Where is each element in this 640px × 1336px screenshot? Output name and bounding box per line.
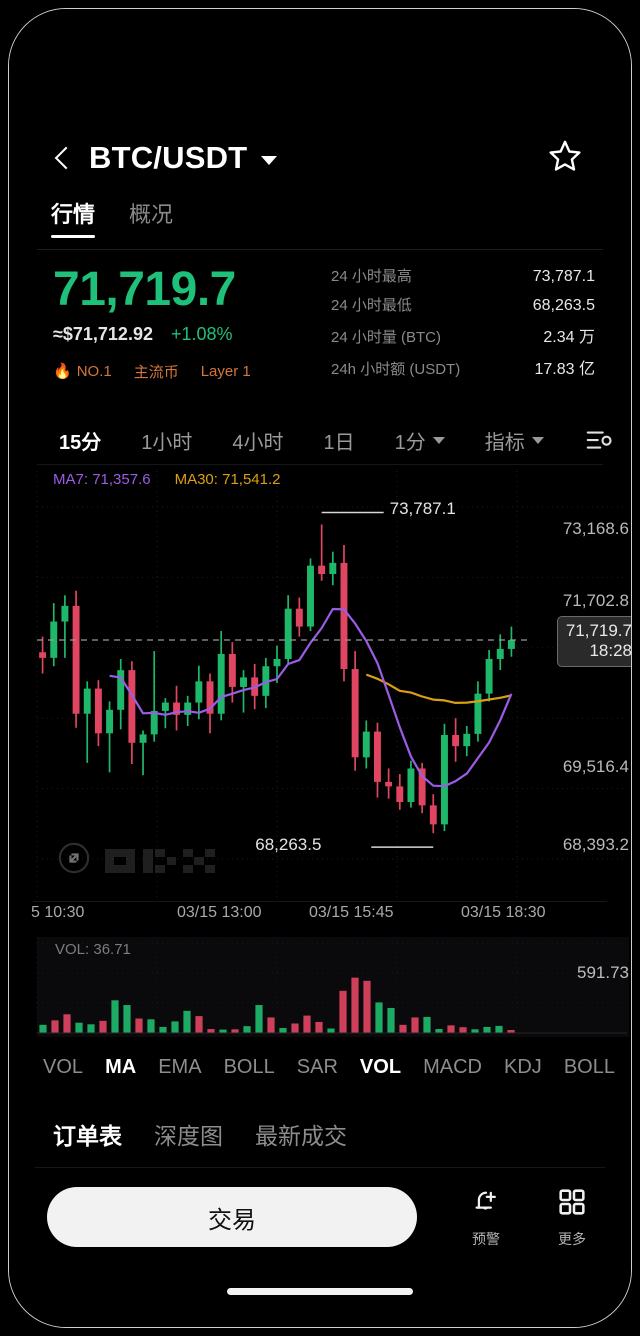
x-axis-label: 03/15 18:30 [461,904,546,921]
bell-plus-icon [469,1185,503,1224]
stat-label: 24 小时最高 [331,268,412,285]
stat-row: 24 小时最高 73,787.1 [331,265,595,286]
stat-label: 24 小时量 (BTC) [331,329,442,346]
change-percent: +1.08% [170,323,233,344]
indicator-ma[interactable]: MA [105,1055,137,1078]
price-sub-row: ≈$71,712.92 +1.08% [53,324,343,345]
current-price-badge: 71,719.7 18:28 [556,616,632,668]
more-label: 更多 [558,1231,586,1247]
home-indicator [227,1288,413,1295]
indicator-boll-2[interactable]: BOLL [563,1055,615,1078]
tab-market[interactable]: 行情 [51,197,96,238]
stat-label: 24h 小时额 (USDT) [331,361,461,378]
action-bar: 交易 预警 更多 [9,1177,631,1257]
okx-logo [105,844,223,878]
stat-value: 73,787.1 [532,268,595,285]
star-icon[interactable] [547,138,583,179]
volume-max-label: 591.73 [577,963,629,982]
tag-layer1[interactable]: Layer 1 [200,362,251,380]
header-divider [37,249,603,250]
bottom-tab-bar: 订单表 深度图 最新成交 [53,1117,347,1151]
price-chart[interactable]: MA7: 71,357.6 MA30: 71,541.2 73,168.6 71… [9,467,632,897]
candlestick-canvas [36,471,627,897]
tag-row: 🔥 NO.1 主流币 Layer 1 [53,361,343,382]
indicator-sar[interactable]: SAR [296,1055,338,1078]
app-header: BTC/USDT [9,127,631,189]
last-price: 71,719.7 [53,263,236,316]
x-axis-divider [33,901,607,902]
x-axis: 5 10:30 03/15 13:00 03/15 15:45 03/15 18… [9,904,631,930]
toolbar-divider [37,464,603,465]
alert-label: 预警 [472,1231,500,1247]
indicator-ema[interactable]: EMA [158,1055,202,1078]
indicator-vol-top[interactable]: VOL [43,1055,84,1078]
usd-price: ≈$71,712.92 [53,323,153,344]
chart-settings-icon[interactable] [584,425,614,455]
alert-button[interactable]: 预警 [469,1185,503,1249]
indicator-boll[interactable]: BOLL [223,1055,275,1078]
stat-row: 24h 小时额 (USDT) 17.83 亿 [331,355,595,379]
page-title: BTC/USDT [89,140,248,175]
more-button[interactable]: 更多 [555,1185,589,1249]
tab-depth-chart[interactable]: 深度图 [154,1123,223,1149]
chevron-down-icon [432,436,445,444]
timeframe-15m[interactable]: 15分 [59,431,102,454]
chevron-down-icon[interactable] [261,156,278,165]
timeframe-1d[interactable]: 1日 [323,431,355,454]
stat-value: 17.83 亿 [534,361,596,378]
volume-chart[interactable]: VOL: 36.71 591.73 [9,937,631,1041]
timeframe-bar: 15分 1小时 4小时 1日 1分 指标 [9,417,631,463]
x-axis-label: 03/15 13:00 [177,904,262,921]
x-axis-label: 03/15 15:45 [309,904,394,921]
low-marker-label: 68,263.5 [255,835,322,855]
timeframe-more-dropdown[interactable]: 1分 [395,426,445,455]
chevron-down-icon [531,436,544,444]
ma7-value: 71,357.6 [92,471,151,488]
timeframe-4h[interactable]: 4小时 [232,431,284,454]
chart-watermark [57,841,223,880]
high-marker-label: 73,787.1 [389,499,456,519]
stat-row: 24 小时量 (BTC) 2.34 万 [331,323,595,347]
grid-icon [555,1185,589,1224]
ma30-name: MA30 [174,471,214,488]
stat-row: 24 小时最低 68,263.5 [331,294,595,315]
volume-legend: VOL: 36.71 [55,941,131,958]
tag-rank[interactable]: 🔥 NO.1 [53,362,112,381]
indicator-vol[interactable]: VOL [359,1055,402,1078]
tab-recent-trades[interactable]: 最新成交 [255,1123,347,1149]
phone-frame: BTC/USDT 行情 概况 71,719.7 ≈$71,712.92 +1.0… [8,8,632,1328]
current-price-value: 71,719.7 [565,621,632,641]
timeframe-1h[interactable]: 1小时 [141,431,193,454]
stat-label: 24 小时最低 [331,297,412,314]
expand-icon[interactable] [57,841,91,880]
indicator-dropdown[interactable]: 指标 [485,426,544,455]
ma30-value: 71,541.2 [222,471,281,488]
flame-icon: 🔥 [53,363,72,381]
tab-order-book[interactable]: 订单表 [53,1123,122,1149]
tag-mainstream[interactable]: 主流币 [133,363,179,381]
bottom-divider [35,1167,605,1168]
ma7-legend: MA7: 71,357.6 [53,471,151,488]
indicator-kdj[interactable]: KDJ [504,1055,542,1078]
stat-value: 68,263.5 [532,297,595,314]
tab-overview[interactable]: 概况 [129,202,174,227]
ma7-name: MA7 [53,471,84,488]
indicator-dropdown-label: 指标 [484,431,525,454]
price-block: 71,719.7 ≈$71,712.92 +1.08% 🔥 NO.1 主流币 L… [53,265,343,382]
app-screen: BTC/USDT 行情 概况 71,719.7 ≈$71,712.92 +1.0… [9,9,631,1327]
stat-value: 2.34 万 [543,329,595,346]
x-axis-label: 5 10:30 [31,904,85,921]
tag-rank-label: NO.1 [76,362,112,380]
indicator-bar: VOL MA EMA BOLL SAR VOL MACD KDJ BOLL [9,1045,631,1089]
current-price-time: 18:28 [589,641,632,661]
trade-button[interactable]: 交易 [47,1187,417,1247]
back-icon[interactable] [51,147,73,169]
ma30-legend: MA30: 71,541.2 [174,471,281,488]
timeframe-more-label: 1分 [394,431,426,454]
volume-canvas [36,937,629,1037]
indicator-macd[interactable]: MACD [423,1055,482,1078]
ma-legend: MA7: 71,357.6 MA30: 71,541.2 [53,471,281,488]
top-tab-bar: 行情 概况 [51,197,173,238]
stats-panel: 24 小时最高 73,787.1 24 小时最低 68,263.5 24 小时量… [331,265,595,387]
